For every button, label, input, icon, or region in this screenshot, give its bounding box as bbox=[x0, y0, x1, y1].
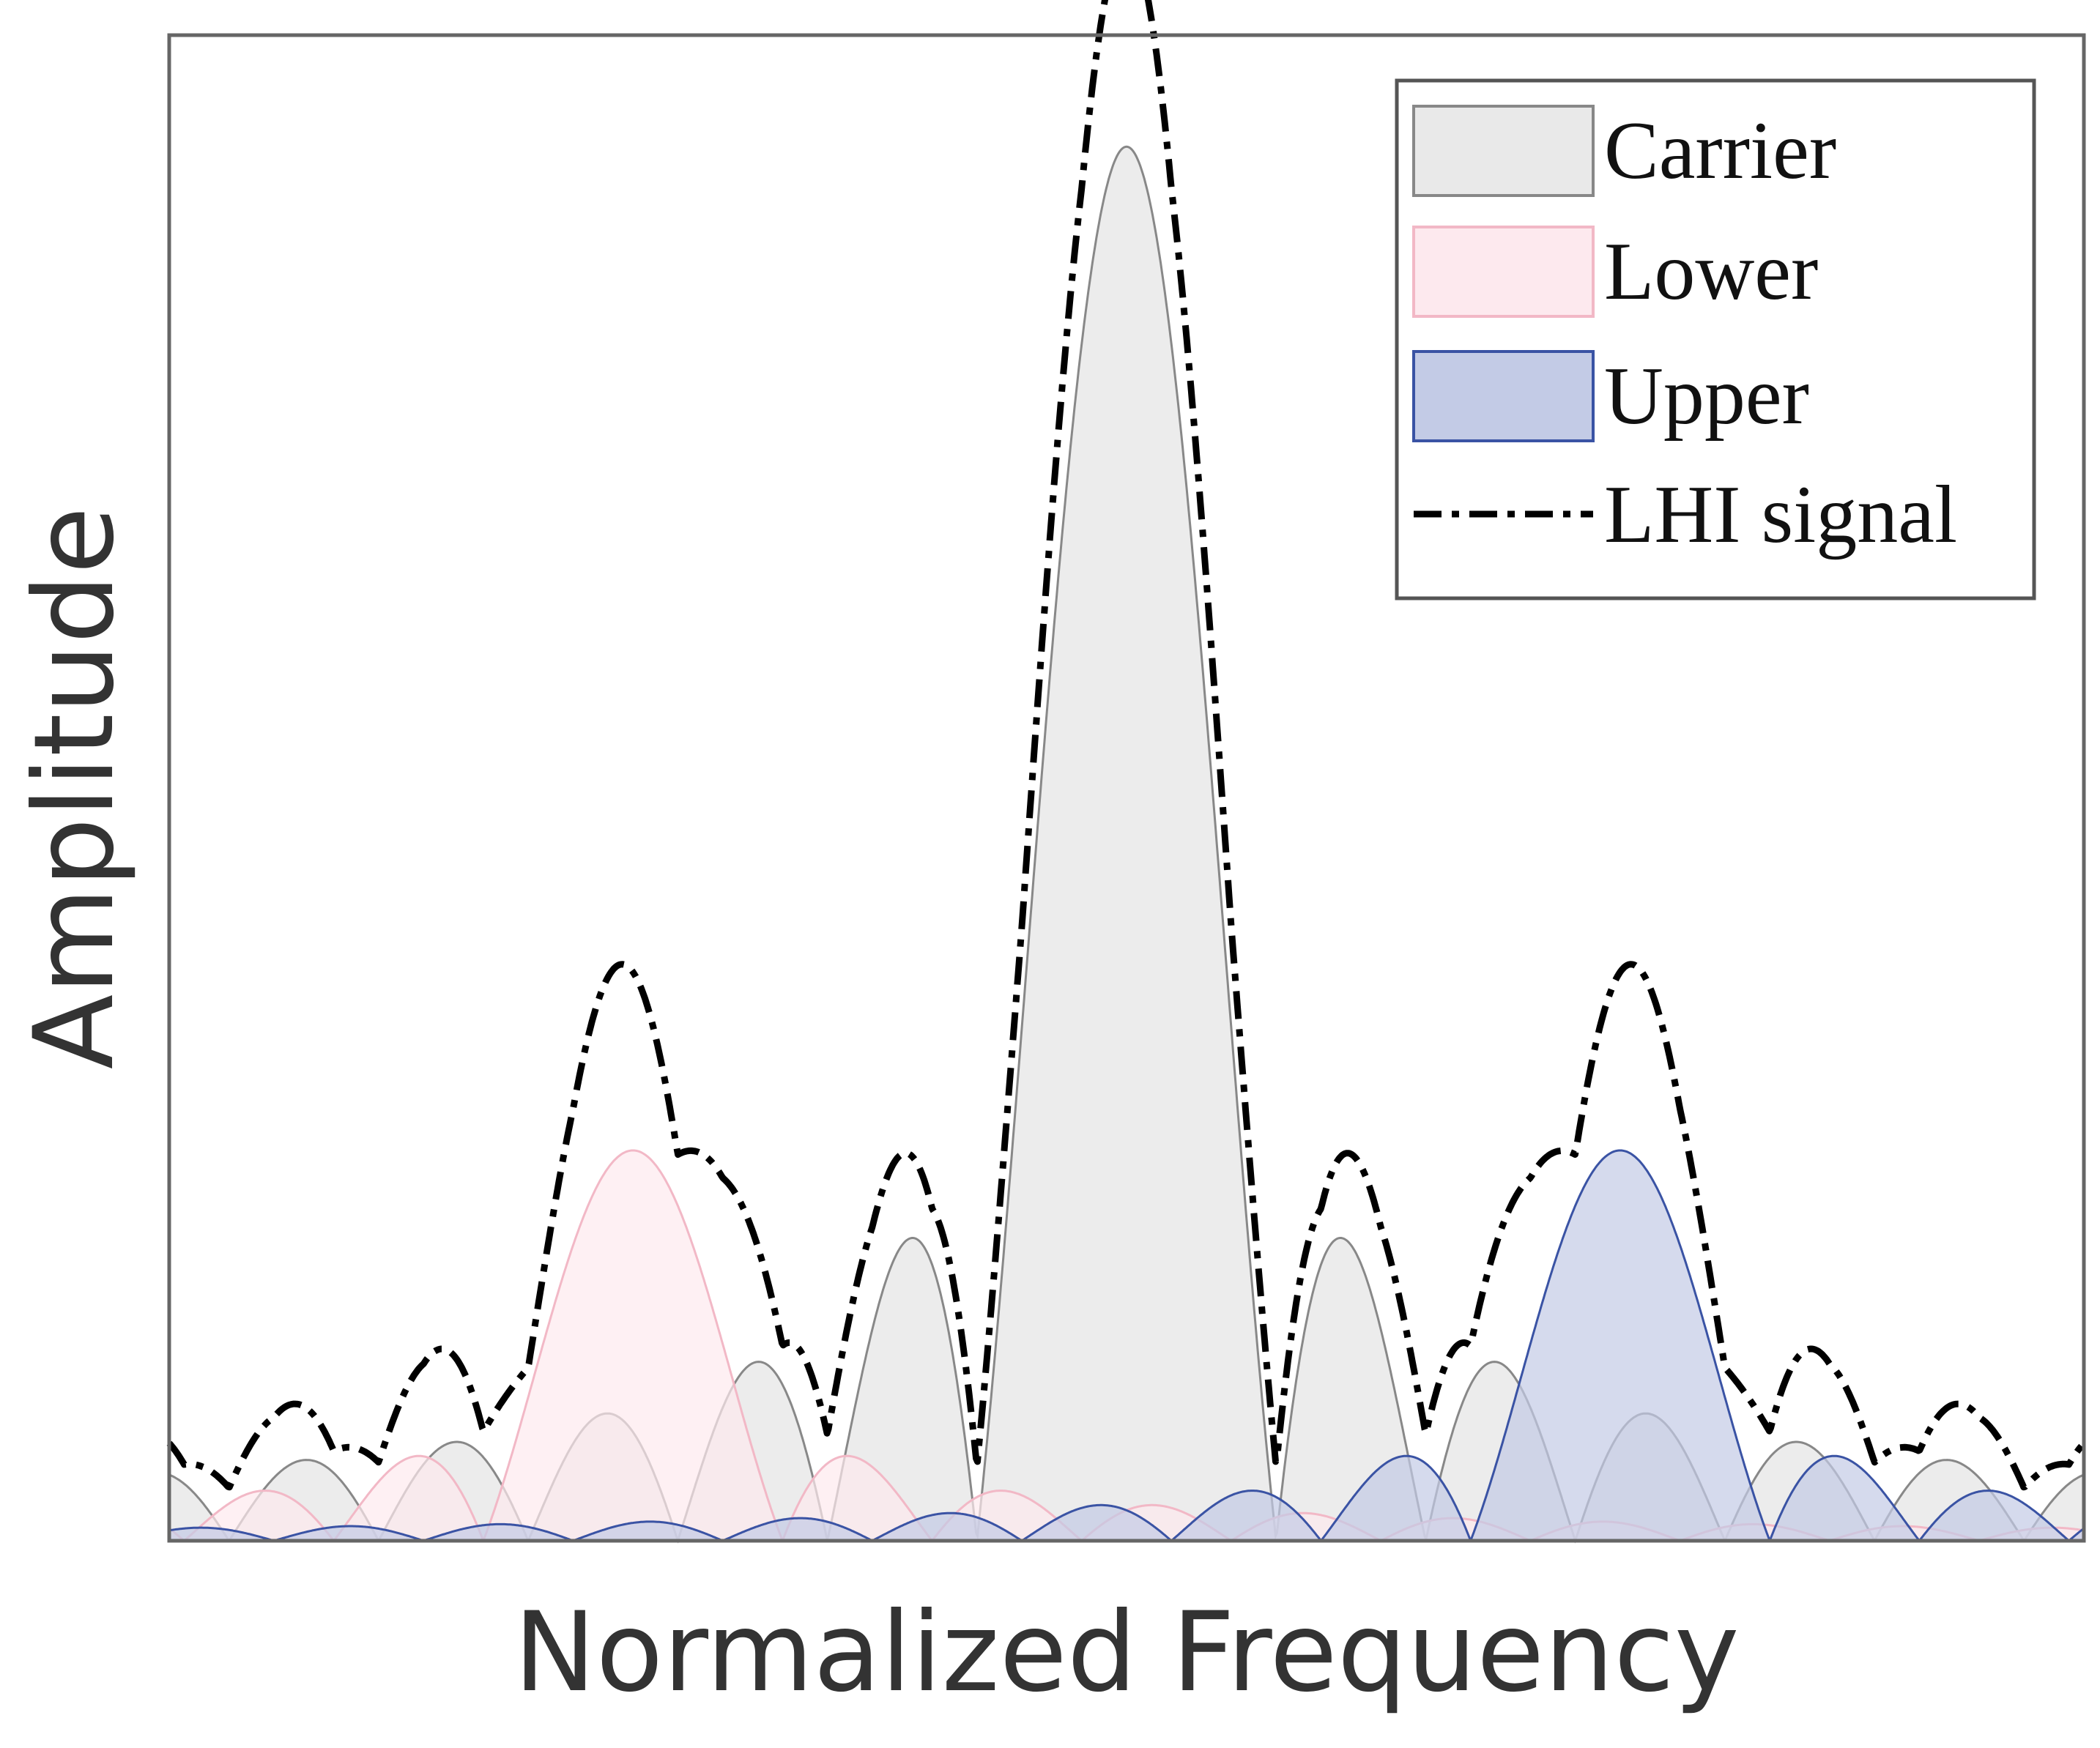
area-upper bbox=[168, 1149, 2085, 1542]
legend-swatch-upper bbox=[1412, 350, 1595, 442]
line-lhi-signal bbox=[166, 0, 2087, 1491]
y-axis-title: Amplitude bbox=[11, 507, 138, 1070]
x-axis-title: Normalized Frequency bbox=[513, 1589, 1739, 1717]
legend-label-carrier: Carrier bbox=[1604, 105, 1836, 196]
legend: Carrier Lower Upper LHI signal bbox=[1395, 78, 2036, 600]
legend-label-lhi-signal: LHI signal bbox=[1604, 469, 1957, 560]
area-carrier bbox=[168, 145, 2085, 1544]
plot-frame bbox=[167, 33, 2086, 1543]
legend-swatch-lower bbox=[1412, 226, 1595, 318]
series-areas bbox=[168, 145, 2085, 1544]
legend-swatch-carrier bbox=[1412, 105, 1595, 197]
legend-label-lower: Lower bbox=[1604, 226, 1818, 317]
lhi-signal-layer bbox=[166, 0, 2087, 1491]
legend-label-upper: Upper bbox=[1604, 351, 1809, 442]
